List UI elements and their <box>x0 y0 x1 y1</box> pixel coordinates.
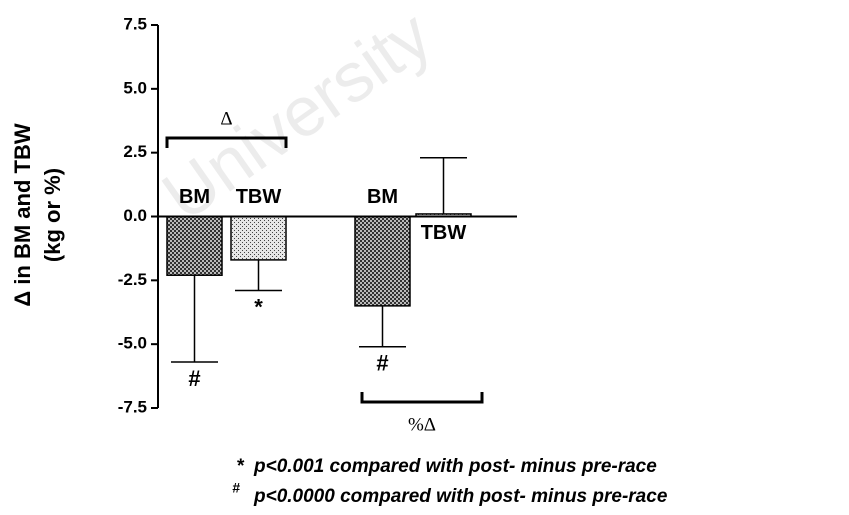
significance-marker: # <box>188 366 200 391</box>
y-tick-label: -5.0 <box>118 334 147 353</box>
footnote-symbol: * <box>236 456 245 477</box>
y-tick-label: -7.5 <box>118 397 147 416</box>
y-tick-label: 0.0 <box>123 206 147 225</box>
y-axis-label: Δ in BM and TBW <box>10 123 35 306</box>
footnote-symbol: # <box>232 480 240 496</box>
y-tick-label: 7.5 <box>123 14 147 33</box>
footnote-text: p<0.0000 compared with post- minus pre-r… <box>253 486 668 507</box>
group-bracket <box>360 392 484 404</box>
bar <box>166 215 223 276</box>
category-label: TBW <box>421 222 467 244</box>
error-bar <box>235 259 282 292</box>
bar <box>354 215 411 307</box>
significance-marker: # <box>376 351 388 376</box>
group-bracket <box>165 136 288 148</box>
y-axis-label: (kg or %) <box>40 168 65 262</box>
category-label: TBW <box>236 186 282 208</box>
error-bar <box>171 275 218 363</box>
y-tick-label: -2.5 <box>118 270 147 289</box>
category-label: BM <box>179 186 210 208</box>
footnote-text: p<0.001 compared with post- minus pre-ra… <box>253 456 657 477</box>
error-bar <box>420 157 467 214</box>
bar <box>230 215 287 261</box>
category-label: BM <box>367 186 398 208</box>
group-label: %Δ <box>408 414 436 435</box>
significance-marker: * <box>254 294 263 319</box>
group-label: Δ <box>220 108 232 129</box>
error-bar <box>359 305 406 348</box>
y-tick-label: 5.0 <box>123 78 147 97</box>
y-tick-label: 2.5 <box>123 142 147 161</box>
